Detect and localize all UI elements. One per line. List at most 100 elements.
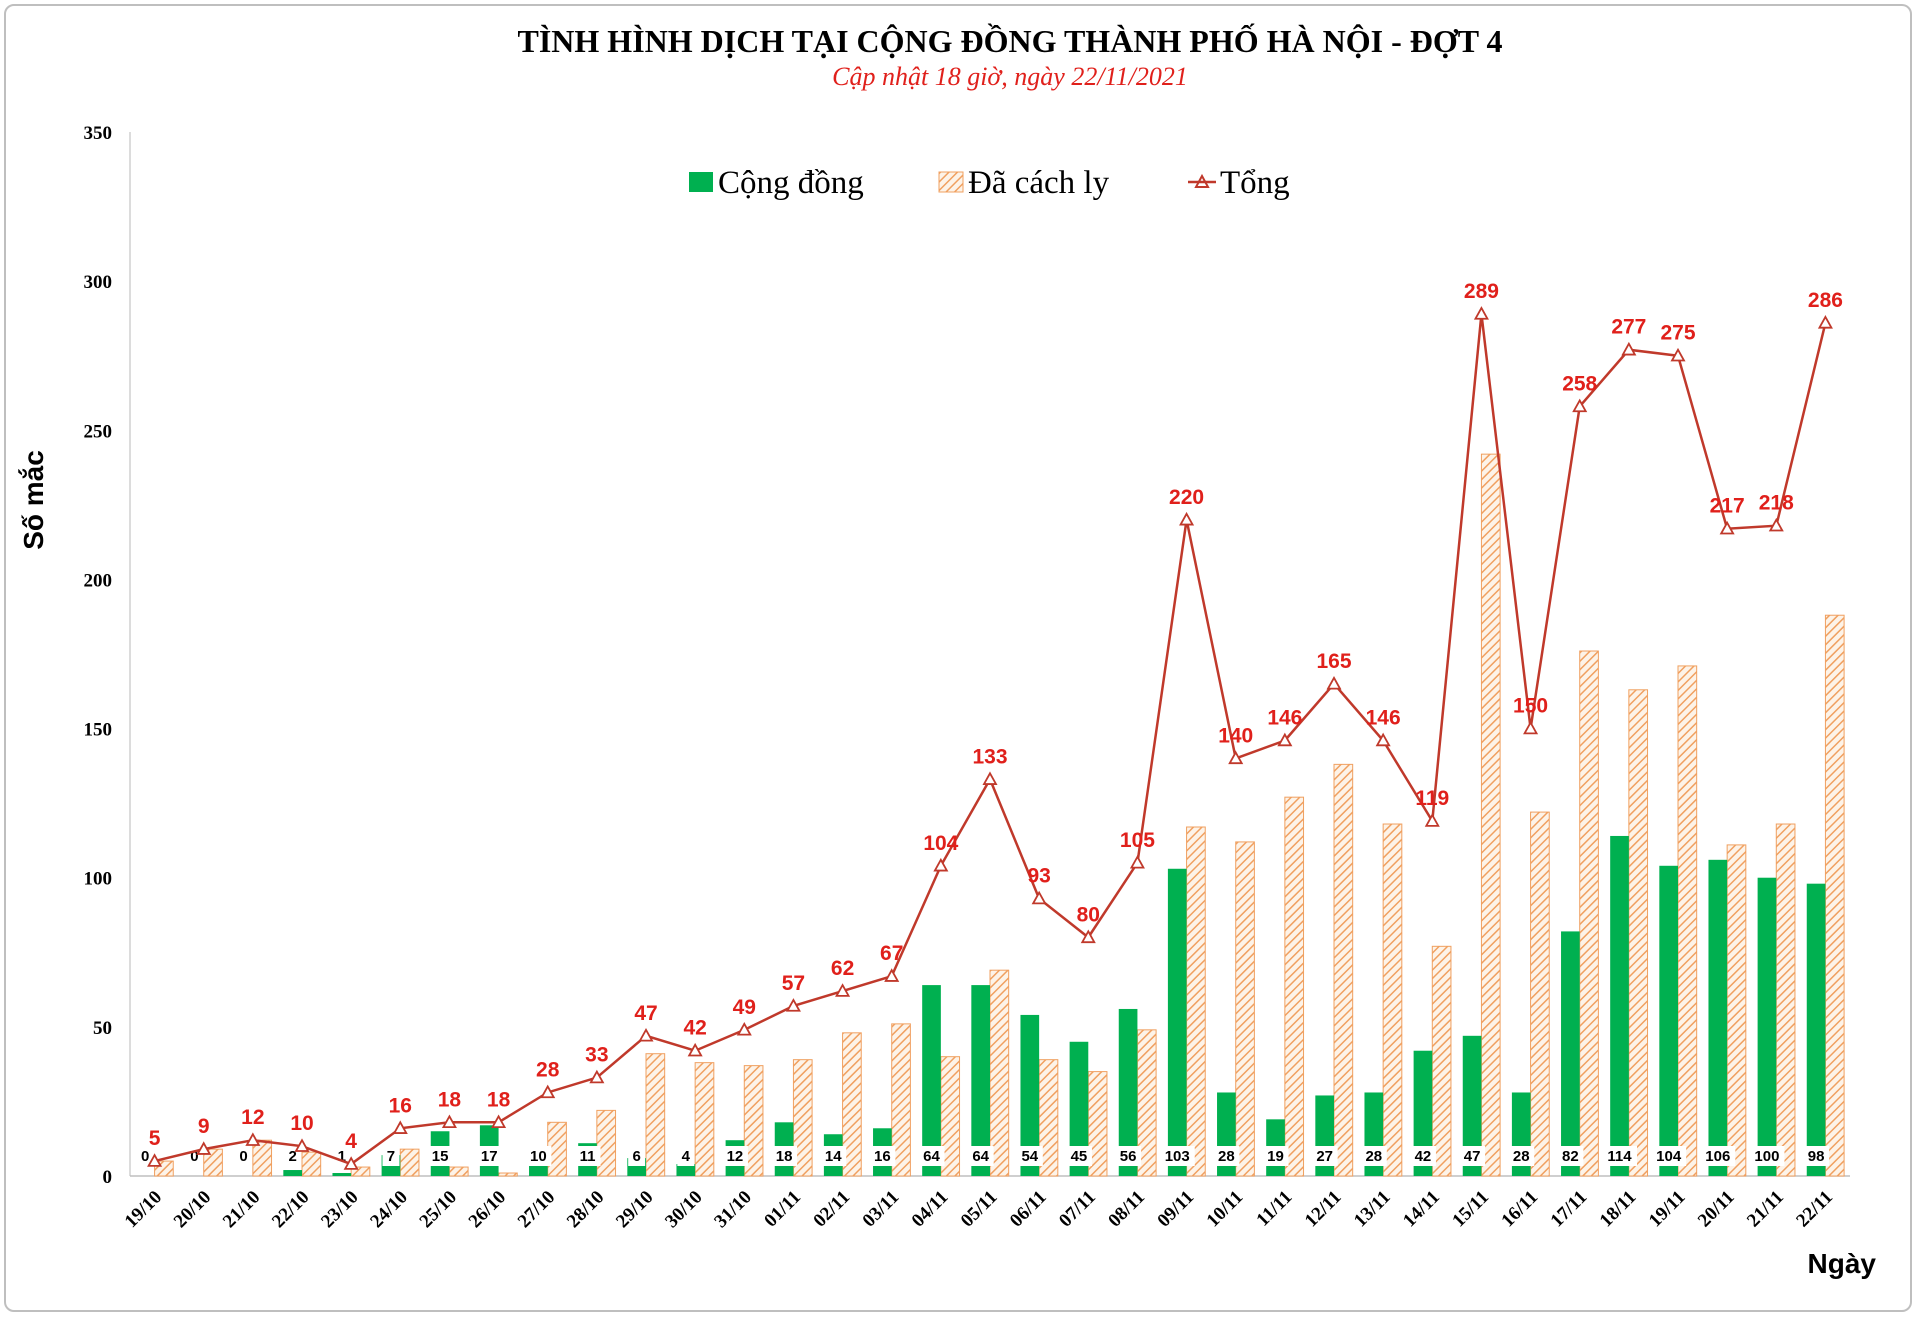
total-point-marker: [884, 968, 900, 982]
x-tick-label: 19/11: [1645, 1187, 1690, 1232]
community-bar: [1561, 931, 1580, 1176]
community-value-label: 18: [776, 1148, 793, 1165]
community-value-label: 54: [1021, 1148, 1038, 1165]
total-point-marker: [687, 1042, 703, 1057]
legend-label-da-cach-ly: Đã cách ly: [968, 165, 1110, 201]
total-value-label: 4: [345, 1130, 357, 1153]
community-label-bg: [1115, 1146, 1142, 1166]
isolated-bar: [891, 1023, 911, 1177]
community-label-bg: [1360, 1146, 1387, 1166]
isolated-bar: [1186, 826, 1206, 1177]
total-value-label: 18: [438, 1088, 462, 1111]
y-tick-label: 50: [93, 1018, 112, 1039]
total-point-marker: [835, 983, 851, 997]
total-point-marker: [147, 1153, 163, 1167]
total-value-label: 289: [1464, 280, 1499, 303]
community-value-label: 82: [1562, 1148, 1579, 1165]
x-tick-label: 09/11: [1153, 1187, 1198, 1232]
community-value-label: 10: [530, 1148, 547, 1165]
isolated-bar: [301, 1151, 322, 1177]
total-point-marker: [1277, 732, 1293, 747]
isolated-bar: [1677, 665, 1698, 1177]
community-value-label: 0: [141, 1148, 149, 1165]
community-value-label: 114: [1607, 1148, 1632, 1165]
total-point-marker: [1670, 347, 1686, 362]
x-tick-label: 20/10: [170, 1187, 215, 1232]
isolated-bar: [694, 1062, 715, 1177]
community-label-bg: [1803, 1146, 1830, 1166]
community-bar: [1806, 883, 1826, 1176]
isolated-bars: [154, 453, 1845, 1177]
total-point-marker: [1080, 929, 1096, 944]
community-label-bg: [918, 1146, 945, 1166]
community-value-label: 45: [1071, 1148, 1088, 1165]
total-point-marker: [491, 1114, 507, 1129]
total-value-label: 62: [831, 957, 854, 980]
community-value-label: 4: [682, 1148, 691, 1165]
isolated-bar: [596, 1109, 617, 1177]
community-label-bg: [1700, 1146, 1736, 1166]
community-label-bg: [235, 1146, 253, 1166]
x-tick-label: 17/11: [1547, 1187, 1592, 1232]
community-label-bg: [476, 1146, 503, 1166]
total-value-label: 133: [972, 745, 1007, 768]
x-axis-label: Ngày: [1808, 1248, 1877, 1279]
total-value-label: 18: [487, 1088, 511, 1111]
community-label-bg: [721, 1146, 748, 1166]
total-value-label: 218: [1759, 492, 1794, 515]
community-label-bg: [136, 1146, 154, 1166]
community-bar: [1610, 835, 1629, 1176]
isolated-bar: [1284, 796, 1305, 1177]
x-tick-label: 29/10: [612, 1187, 657, 1232]
total-point-marker: [343, 1156, 359, 1170]
total-point-marker: [540, 1084, 556, 1099]
x-tick-label: 25/10: [416, 1187, 461, 1232]
total-point-marker: [294, 1138, 310, 1152]
y-tick-label: 300: [84, 272, 113, 293]
community-bar: [1413, 1050, 1433, 1176]
community-value-label: 103: [1165, 1148, 1190, 1165]
community-bar: [1069, 1041, 1089, 1176]
total-value-label: 47: [634, 1002, 657, 1025]
total-value-label: 42: [683, 1017, 706, 1040]
total-value-label: 150: [1513, 695, 1548, 718]
community-label-bg: [1159, 1146, 1195, 1166]
community-bar: [1118, 1008, 1138, 1176]
chart-frame: [4, 4, 1912, 1312]
total-point-marker: [1228, 750, 1244, 765]
community-value-label: 104: [1656, 1148, 1682, 1165]
isolated-bar: [1579, 650, 1599, 1177]
community-label-bg: [820, 1146, 847, 1166]
total-point-marker: [933, 857, 949, 872]
community-bar: [676, 1164, 696, 1176]
community-value-label: 28: [1513, 1148, 1530, 1165]
legend-label-cong-dong: Cộng đồng: [718, 165, 864, 201]
legend-marker-tong: [1194, 173, 1210, 188]
isolated-bar: [1431, 945, 1452, 1177]
total-point-marker: [785, 998, 801, 1012]
x-tick-label: 10/11: [1203, 1187, 1248, 1232]
x-tick-label: 06/11: [1006, 1187, 1051, 1232]
community-value-label: 6: [632, 1148, 640, 1165]
community-value-label: 0: [190, 1148, 198, 1165]
x-tick-label: 13/11: [1350, 1187, 1395, 1232]
community-value-label: 47: [1464, 1148, 1481, 1165]
total-point-marker: [736, 1021, 752, 1036]
community-value-label: 15: [432, 1148, 449, 1165]
community-value-label: 27: [1316, 1148, 1333, 1165]
x-tick-label: 16/11: [1497, 1187, 1542, 1232]
total-value-label: 67: [880, 942, 903, 965]
community-value-label: 7: [387, 1148, 395, 1165]
total-point-marker: [392, 1120, 408, 1134]
x-tick-label: 04/11: [908, 1187, 953, 1232]
total-point-marker: [638, 1027, 654, 1042]
total-value-label: 277: [1611, 316, 1646, 339]
isolated-bar: [989, 969, 1010, 1177]
community-label-bg: [967, 1146, 994, 1166]
legend-label-tong: Tổng: [1220, 165, 1290, 201]
total-point-marker: [1523, 720, 1539, 735]
x-tick-label: 15/11: [1448, 1187, 1493, 1232]
isolated-bar: [1824, 614, 1845, 1177]
